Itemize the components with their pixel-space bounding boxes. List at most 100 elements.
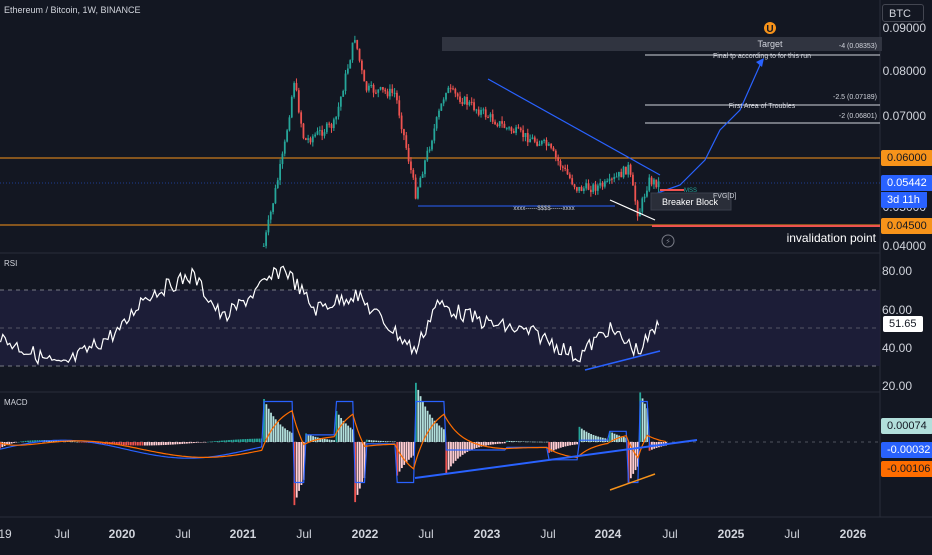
candle-body bbox=[335, 116, 338, 120]
macd-hist-bar bbox=[475, 442, 478, 448]
candle-body bbox=[566, 168, 569, 175]
macd-hist-bar bbox=[1, 442, 4, 448]
candle-body bbox=[304, 138, 307, 140]
target-icon bbox=[764, 22, 776, 34]
macd-hist-bar bbox=[608, 431, 611, 442]
candle-body bbox=[522, 130, 525, 138]
price-tick: 0.08000 bbox=[883, 64, 927, 78]
candle-body bbox=[421, 174, 424, 178]
macd-hist-bar bbox=[559, 442, 562, 448]
macd-hist-bar bbox=[361, 442, 364, 483]
candle-body bbox=[269, 211, 272, 220]
candle-body bbox=[653, 179, 655, 185]
candle-body bbox=[426, 150, 429, 161]
wedge-lower-line[interactable] bbox=[609, 199, 656, 221]
candle-body bbox=[484, 109, 487, 118]
macd-hist-bar bbox=[480, 442, 483, 447]
macd-hist-bar bbox=[270, 412, 272, 442]
macd-hist-bar bbox=[298, 442, 300, 491]
candle-body bbox=[636, 201, 639, 217]
macd-hist-bar bbox=[368, 439, 371, 442]
macd-hist-bar bbox=[573, 442, 576, 445]
macd-hist-bar bbox=[228, 440, 230, 442]
candle-body bbox=[321, 130, 324, 136]
candle-body bbox=[538, 144, 541, 146]
macd-hist-bar bbox=[629, 442, 632, 479]
macd-hist-bar bbox=[190, 442, 193, 444]
symbol-title: Ethereum / Bitcoin, 1W, BINANCE bbox=[4, 5, 141, 15]
macd-hist-bar bbox=[300, 442, 303, 486]
first-area-label: First Area of Troubles bbox=[729, 103, 796, 110]
macd-hist-bar bbox=[501, 442, 504, 444]
macd-hist-bar bbox=[118, 442, 121, 445]
macd-hist-bar bbox=[115, 442, 118, 445]
macd-hist-bar bbox=[536, 441, 539, 443]
currency-badge[interactable]: BTC bbox=[882, 4, 924, 22]
macd-hist-bar bbox=[522, 441, 525, 443]
macd-hist-bar bbox=[398, 442, 401, 472]
final-tp-label: Final tp according to for this run bbox=[713, 53, 811, 60]
macd-hist-bar bbox=[566, 442, 569, 446]
macd-hist-bar bbox=[125, 442, 128, 446]
macd-hist-bar bbox=[235, 439, 237, 442]
candle-body bbox=[314, 134, 317, 137]
macd-hist-bar bbox=[73, 441, 76, 443]
macd-hist-bar bbox=[153, 442, 156, 446]
macd-hist-bar bbox=[419, 396, 422, 442]
descending-trendline[interactable] bbox=[487, 78, 661, 176]
macd-hist-bar bbox=[330, 439, 333, 442]
candle-body bbox=[494, 121, 496, 125]
macd-hist-bar bbox=[597, 436, 600, 442]
time-tick: 2026 bbox=[840, 527, 867, 541]
macd-hist-bar bbox=[452, 442, 455, 464]
candle-body bbox=[445, 93, 447, 100]
candle-body bbox=[391, 88, 394, 93]
macd-hist-bar bbox=[506, 440, 508, 442]
macd-hist-bar bbox=[538, 441, 541, 443]
candle-body bbox=[396, 92, 398, 101]
macd-hist-bar bbox=[132, 442, 135, 446]
candle-body bbox=[554, 150, 557, 158]
rsi-tick: 60.00 bbox=[882, 303, 912, 317]
macd-hist-bar bbox=[277, 422, 279, 442]
macd-hist-bar bbox=[312, 436, 314, 442]
candle-body bbox=[582, 188, 585, 192]
macd-hist-bar bbox=[433, 420, 436, 442]
candle-body bbox=[646, 190, 648, 197]
macd-hist-bar bbox=[136, 442, 139, 446]
candle-body bbox=[568, 174, 571, 179]
macd-hist-bar bbox=[267, 408, 270, 442]
time-tick: Jul bbox=[175, 527, 190, 541]
time-tick: 2025 bbox=[718, 527, 745, 541]
macd-hist-bar bbox=[99, 442, 102, 444]
candle-body bbox=[536, 141, 539, 146]
candle-body bbox=[634, 185, 637, 202]
candle-body bbox=[475, 109, 478, 111]
macd-hist-bar bbox=[403, 442, 406, 465]
lightning-icon: ⚡ bbox=[665, 237, 671, 246]
time-axis[interactable]: 19 Jul 2020 Jul 2021 Jul 2022 Jul 2023 J… bbox=[0, 527, 867, 541]
projection-arrowhead bbox=[756, 58, 764, 67]
candle-body bbox=[398, 100, 401, 116]
rsi-axis[interactable]: 80.00 60.00 40.00 20.00 bbox=[882, 264, 912, 393]
macd-hist-bar bbox=[272, 416, 275, 442]
macd-hist-bar bbox=[436, 423, 438, 442]
candle-body bbox=[608, 178, 611, 181]
macd-hist-bar bbox=[120, 442, 123, 446]
signal-line-tag: -0.00106 bbox=[881, 461, 932, 477]
macd-hist-bar bbox=[571, 442, 574, 446]
macd-hist-bar bbox=[225, 440, 228, 442]
candle-body bbox=[550, 143, 553, 148]
fvg-label: FVG[D] bbox=[713, 193, 736, 200]
macd-hist-bar bbox=[284, 428, 286, 442]
macd-hist-bar bbox=[382, 441, 385, 442]
projection-path bbox=[651, 64, 761, 196]
candle-body bbox=[272, 203, 274, 212]
candle-body bbox=[456, 93, 459, 97]
candle-body bbox=[610, 178, 613, 180]
candle-body bbox=[435, 117, 438, 129]
breaker-block-box bbox=[650, 192, 732, 211]
